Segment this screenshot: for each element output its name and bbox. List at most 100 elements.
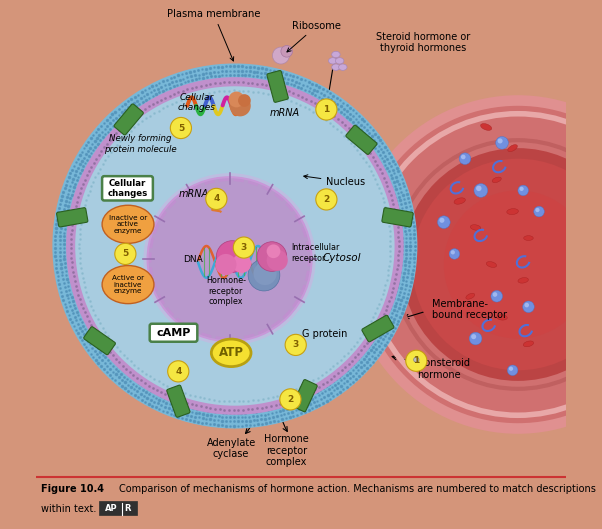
Text: Hormone
receptor
complex: Hormone receptor complex bbox=[264, 434, 309, 467]
FancyBboxPatch shape bbox=[84, 327, 116, 355]
Circle shape bbox=[449, 249, 460, 259]
Circle shape bbox=[281, 45, 293, 57]
Ellipse shape bbox=[338, 64, 347, 70]
Text: 3: 3 bbox=[241, 243, 247, 252]
Text: Cellular
changes: Cellular changes bbox=[107, 179, 147, 198]
Text: Membrane-
bound receptor: Membrane- bound receptor bbox=[432, 299, 507, 320]
Ellipse shape bbox=[454, 198, 465, 204]
Circle shape bbox=[461, 154, 465, 159]
Circle shape bbox=[66, 77, 404, 415]
Circle shape bbox=[238, 94, 251, 107]
FancyBboxPatch shape bbox=[267, 70, 288, 102]
Circle shape bbox=[73, 84, 397, 408]
Text: cAMP: cAMP bbox=[157, 328, 191, 338]
Circle shape bbox=[451, 250, 455, 254]
Text: DNA: DNA bbox=[182, 254, 202, 264]
Text: 4: 4 bbox=[175, 367, 181, 376]
Ellipse shape bbox=[524, 235, 533, 240]
Circle shape bbox=[147, 177, 312, 341]
Circle shape bbox=[524, 303, 529, 307]
Ellipse shape bbox=[102, 205, 154, 243]
Text: Comparison of mechanisms of hormone action. Mechanisms are numbered to match des: Comparison of mechanisms of hormone acti… bbox=[119, 484, 596, 494]
FancyBboxPatch shape bbox=[382, 208, 413, 227]
Text: 1: 1 bbox=[323, 105, 329, 114]
Ellipse shape bbox=[466, 293, 475, 299]
Circle shape bbox=[520, 187, 524, 191]
Circle shape bbox=[316, 99, 337, 120]
Text: 5: 5 bbox=[122, 249, 128, 259]
Circle shape bbox=[476, 186, 482, 191]
Text: ATP: ATP bbox=[219, 346, 244, 359]
Text: Newly forming
protein molecule: Newly forming protein molecule bbox=[104, 134, 177, 153]
Circle shape bbox=[498, 139, 503, 143]
Circle shape bbox=[534, 206, 544, 217]
Circle shape bbox=[253, 262, 277, 285]
Circle shape bbox=[444, 190, 592, 339]
Text: 5: 5 bbox=[178, 123, 184, 133]
Circle shape bbox=[414, 357, 419, 362]
Text: Cellular
changes: Cellular changes bbox=[177, 93, 216, 112]
Circle shape bbox=[248, 259, 280, 291]
Circle shape bbox=[349, 95, 602, 434]
Circle shape bbox=[507, 365, 518, 376]
Text: 2: 2 bbox=[323, 195, 329, 204]
Ellipse shape bbox=[486, 262, 497, 267]
Text: G protein: G protein bbox=[302, 330, 347, 339]
Ellipse shape bbox=[492, 177, 501, 183]
Circle shape bbox=[257, 242, 287, 271]
Text: Adenylate
cyclase: Adenylate cyclase bbox=[206, 438, 256, 459]
Circle shape bbox=[518, 185, 529, 196]
Ellipse shape bbox=[329, 58, 337, 64]
FancyBboxPatch shape bbox=[99, 501, 137, 515]
Circle shape bbox=[523, 301, 535, 313]
Circle shape bbox=[170, 117, 191, 139]
Circle shape bbox=[280, 389, 301, 410]
Text: Steroid hormone or
thyroid hormones: Steroid hormone or thyroid hormones bbox=[376, 32, 470, 53]
Circle shape bbox=[216, 241, 248, 272]
Ellipse shape bbox=[102, 266, 154, 304]
FancyBboxPatch shape bbox=[57, 208, 88, 227]
Circle shape bbox=[406, 350, 427, 371]
Circle shape bbox=[459, 153, 471, 165]
Text: Intracellular
receptor: Intracellular receptor bbox=[291, 243, 340, 262]
Circle shape bbox=[267, 244, 281, 258]
Ellipse shape bbox=[211, 339, 251, 367]
FancyBboxPatch shape bbox=[114, 104, 143, 135]
Circle shape bbox=[471, 334, 476, 339]
Text: Hormone-
receptor
complex: Hormone- receptor complex bbox=[206, 276, 246, 306]
Circle shape bbox=[234, 237, 255, 258]
Circle shape bbox=[267, 250, 288, 271]
FancyBboxPatch shape bbox=[362, 315, 394, 342]
Circle shape bbox=[469, 332, 482, 345]
Ellipse shape bbox=[470, 225, 481, 230]
Circle shape bbox=[439, 218, 444, 223]
Ellipse shape bbox=[523, 341, 533, 346]
Text: Active or
inactive
enzyme: Active or inactive enzyme bbox=[112, 275, 144, 294]
Text: within text.: within text. bbox=[41, 504, 102, 514]
Text: AP: AP bbox=[105, 504, 118, 513]
Circle shape bbox=[273, 47, 290, 64]
Text: Inactive or
active
enzyme: Inactive or active enzyme bbox=[109, 215, 147, 234]
FancyBboxPatch shape bbox=[292, 380, 317, 412]
Circle shape bbox=[115, 243, 136, 264]
Circle shape bbox=[216, 254, 237, 275]
Ellipse shape bbox=[480, 124, 492, 130]
Circle shape bbox=[52, 63, 417, 428]
Circle shape bbox=[474, 184, 488, 197]
Circle shape bbox=[316, 189, 337, 210]
Text: Nucleus: Nucleus bbox=[304, 175, 365, 187]
FancyBboxPatch shape bbox=[346, 125, 377, 154]
Ellipse shape bbox=[507, 208, 518, 215]
Circle shape bbox=[402, 148, 602, 381]
Text: mRNA: mRNA bbox=[179, 189, 209, 198]
Text: 4: 4 bbox=[213, 194, 220, 204]
Circle shape bbox=[495, 136, 508, 149]
Circle shape bbox=[229, 92, 244, 107]
Ellipse shape bbox=[332, 51, 340, 58]
Text: Figure 10.4: Figure 10.4 bbox=[41, 484, 104, 494]
Circle shape bbox=[491, 290, 503, 302]
Text: Nonsteroid
hormone: Nonsteroid hormone bbox=[417, 359, 470, 380]
FancyBboxPatch shape bbox=[167, 385, 190, 417]
Ellipse shape bbox=[508, 144, 517, 152]
Circle shape bbox=[232, 254, 251, 273]
